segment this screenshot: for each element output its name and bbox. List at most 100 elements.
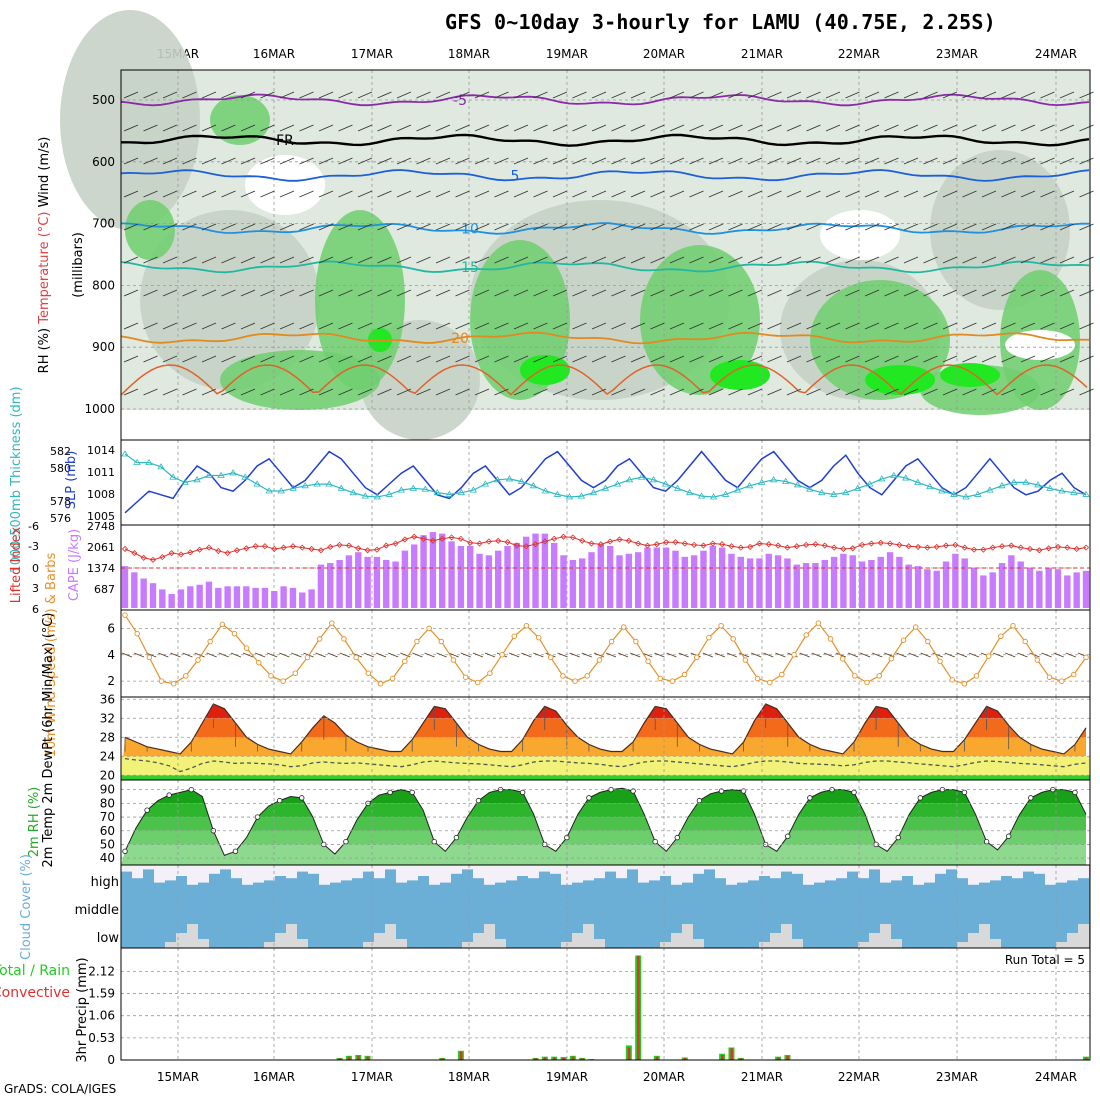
thickness-point — [1034, 481, 1042, 488]
rh-point — [387, 789, 393, 796]
wind-speed-point — [791, 652, 797, 658]
wind-barb — [143, 388, 158, 396]
wind-speed-point — [718, 622, 724, 629]
rh-line — [124, 787, 1087, 857]
thickness-point — [349, 488, 357, 496]
wind-barb — [1065, 652, 1076, 658]
cloud-level-label: middle — [75, 903, 119, 918]
wind-barb — [315, 652, 326, 658]
wind-barb — [591, 355, 607, 363]
cape-bar — [812, 563, 819, 608]
wind-barb — [591, 124, 607, 132]
wind-barb — [806, 157, 821, 165]
wind-speed-point — [499, 652, 505, 658]
lifted-index-point — [261, 543, 269, 550]
cape-bar — [457, 546, 465, 608]
low-cloud-bar — [759, 942, 770, 948]
wind-barb — [806, 355, 821, 363]
wind-barb — [162, 289, 178, 297]
lifted-index-point — [205, 544, 213, 551]
wind-barb — [806, 322, 821, 330]
cape-bar — [383, 559, 390, 608]
high-cloud-gap — [880, 865, 891, 883]
cape-bar — [467, 546, 474, 608]
low-cloud-bar — [297, 939, 308, 948]
wind-panel — [120, 609, 1091, 698]
wind-barb — [942, 322, 958, 330]
lifted-index-point — [1064, 544, 1071, 551]
wind-barb — [455, 190, 470, 198]
wind-barb — [630, 223, 646, 231]
wind-barb — [416, 223, 431, 231]
wind-speed-point — [1071, 671, 1077, 678]
wind-barb — [552, 322, 568, 330]
cape-bar — [840, 553, 847, 608]
rh-band — [121, 803, 1086, 818]
wind-barb — [1020, 91, 1036, 99]
wind-barb — [416, 91, 431, 99]
date-label-top: 19MAR — [546, 47, 588, 61]
cape-bar — [401, 550, 409, 608]
wind-barb — [572, 388, 587, 396]
date-label-top: 17MAR — [351, 47, 393, 61]
cape-bar — [1045, 567, 1052, 608]
wind-barb — [572, 223, 587, 231]
wind-barb — [650, 289, 665, 297]
lifted-index-point — [233, 547, 241, 554]
wind-barb — [182, 190, 197, 198]
rh-point — [895, 834, 901, 841]
wind-barb — [611, 157, 626, 165]
cape-bar — [877, 556, 884, 608]
wind-barb — [903, 289, 919, 297]
wind-barb — [455, 355, 470, 363]
wind-barb — [669, 388, 685, 396]
wind-barb — [201, 223, 217, 231]
wind-barb — [569, 652, 580, 658]
wind-barb — [318, 355, 334, 363]
wind-barb — [823, 652, 834, 658]
rh-band — [121, 844, 1086, 865]
cape-bar — [261, 587, 269, 608]
high-cloud-gap — [671, 865, 682, 885]
wind-barb — [357, 124, 373, 132]
wind-barb — [1001, 322, 1016, 330]
wind-speed-point — [852, 673, 858, 679]
low-cloud-bar — [363, 942, 374, 948]
high-cloud-gap — [902, 865, 913, 876]
high-cloud-gap — [935, 865, 946, 874]
wind-barb — [162, 223, 178, 231]
high-cloud-gap — [341, 865, 352, 881]
wind-barb — [611, 322, 626, 330]
temperature-contour-25 — [120, 364, 1088, 396]
precip-panel — [120, 947, 1091, 1061]
wind-barb — [201, 256, 217, 264]
pressure-tick: 600 — [92, 155, 115, 169]
wind-barb — [182, 652, 193, 658]
wind-barb — [1059, 388, 1075, 396]
wind-barb — [956, 652, 968, 658]
cape-bar — [550, 542, 558, 608]
date-label-top: 18MAR — [448, 47, 490, 61]
wind-barb — [377, 322, 392, 330]
lifted-index-point — [299, 544, 306, 551]
wind-barb — [669, 157, 685, 165]
wind-barb — [747, 124, 763, 132]
wind-barb — [327, 652, 338, 658]
precip-convective-bar — [637, 955, 640, 1060]
wind-barb — [123, 223, 139, 231]
high-cloud-gap — [891, 865, 902, 881]
wind-speed-point — [584, 673, 591, 679]
low-cloud-bar — [165, 942, 176, 948]
wind-barb — [1040, 223, 1055, 231]
wind-barb — [786, 157, 802, 165]
lifted-index-point — [821, 542, 828, 549]
cape-bar — [345, 555, 353, 608]
wind-barb — [533, 91, 548, 99]
cape-bar — [271, 590, 278, 608]
wind-barb — [884, 157, 899, 165]
cape-bar — [616, 555, 623, 608]
wind-barb — [1040, 157, 1055, 165]
high-cloud-gap — [396, 865, 407, 883]
wind-barb — [206, 652, 217, 658]
wind-barb — [1001, 289, 1016, 297]
